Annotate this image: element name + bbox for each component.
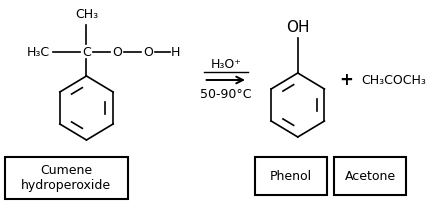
Text: OH: OH	[286, 20, 310, 36]
Text: C: C	[82, 45, 91, 59]
Text: CH₃COCH₃: CH₃COCH₃	[361, 74, 426, 86]
Text: O: O	[143, 45, 153, 59]
Bar	[334, 157, 406, 195]
Text: Cumene
hydroperoxide: Cumene hydroperoxide	[21, 164, 111, 192]
Text: H₃C: H₃C	[27, 45, 50, 59]
Text: H: H	[171, 45, 181, 59]
Text: Phenol: Phenol	[270, 169, 312, 182]
Text: Acetone: Acetone	[345, 169, 396, 182]
Bar	[255, 157, 327, 195]
Text: O: O	[112, 45, 122, 59]
Text: 50-90°C: 50-90°C	[200, 88, 252, 101]
Text: H₃O⁺: H₃O⁺	[210, 59, 241, 72]
Text: CH₃: CH₃	[75, 8, 98, 21]
Bar	[5, 157, 128, 199]
Text: +: +	[339, 71, 353, 89]
